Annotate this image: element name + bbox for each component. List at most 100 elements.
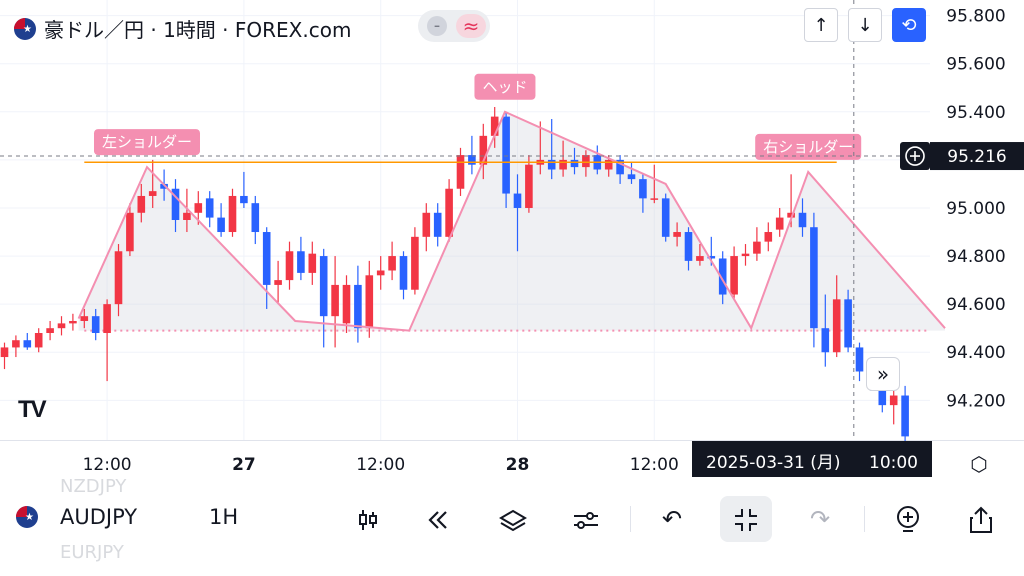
- candle-body: [171, 188, 180, 220]
- candle: [627, 162, 636, 184]
- candle-body: [262, 232, 271, 285]
- indicator-toggle[interactable]: - ≈: [418, 10, 490, 42]
- candle-body: [889, 395, 898, 406]
- candle: [183, 188, 191, 233]
- idea-icon[interactable]: [882, 496, 934, 542]
- candle: [262, 227, 271, 309]
- candle: [80, 308, 89, 329]
- layers-icon[interactable]: [487, 496, 539, 542]
- candle: [331, 256, 339, 348]
- candle: [342, 275, 351, 334]
- candle-body: [0, 347, 9, 358]
- pattern-label: ヘッド: [482, 78, 527, 96]
- candle-body: [148, 191, 157, 196]
- last-price-box: [930, 142, 1024, 171]
- candle: [308, 241, 317, 285]
- pattern-fill: [78, 111, 946, 331]
- candle-body: [57, 323, 66, 329]
- pattern-label: 右ショルダー: [763, 138, 853, 156]
- candle-body: [342, 284, 351, 324]
- candle-body: [399, 256, 408, 290]
- candle: [832, 275, 841, 358]
- candle: [696, 244, 704, 266]
- candle-body: [810, 227, 818, 329]
- candle: [297, 236, 305, 281]
- candle-body: [12, 340, 20, 348]
- candle: [616, 155, 624, 184]
- candle: [205, 191, 214, 228]
- candle-body: [126, 212, 134, 252]
- candle-body: [422, 212, 431, 237]
- candle: [639, 174, 647, 213]
- pattern-label-box: [94, 129, 200, 156]
- candle-body: [388, 256, 396, 271]
- settings-icon[interactable]: ⬡: [970, 452, 988, 476]
- candle: [821, 294, 830, 367]
- candle: [319, 248, 328, 348]
- candle-body: [194, 203, 203, 213]
- candle-style-icon[interactable]: [342, 496, 394, 542]
- candle-body: [525, 164, 533, 208]
- candle: [673, 222, 681, 247]
- candle: [422, 203, 431, 252]
- symbol-name[interactable]: AUDJPY: [60, 505, 138, 529]
- scroll-up-button[interactable]: ↑: [804, 8, 838, 42]
- candle: [137, 183, 146, 223]
- share-icon[interactable]: [955, 496, 1007, 542]
- time-tick-label: 12:00: [630, 455, 679, 475]
- sync-button[interactable]: ⟲: [892, 8, 926, 42]
- candle-body: [844, 299, 852, 348]
- indicators-icon[interactable]: [560, 496, 612, 542]
- candle-body: [160, 183, 168, 189]
- candle: [0, 342, 9, 370]
- candle: [525, 155, 533, 213]
- candle-body: [217, 217, 225, 233]
- candle-body: [718, 258, 727, 295]
- candle-body: [502, 116, 510, 194]
- candle: [433, 203, 442, 247]
- crosshair-time-label: 10:00: [869, 453, 918, 473]
- candle: [844, 289, 852, 353]
- candle: [217, 203, 225, 237]
- replay-icon[interactable]: [412, 496, 464, 542]
- candle-body: [285, 251, 294, 281]
- candle: [798, 198, 807, 237]
- candle: [468, 135, 476, 175]
- redo-icon[interactable]: ↷: [809, 505, 831, 533]
- pattern-line: [77, 110, 946, 332]
- candle-body: [319, 256, 328, 317]
- candle: [376, 256, 385, 290]
- candle-body: [513, 193, 522, 208]
- symbol-list-above: NZDJPY: [60, 476, 127, 497]
- price-tick-label: 95.600: [946, 55, 1005, 75]
- candle-body: [798, 212, 807, 228]
- candle: [855, 342, 864, 382]
- candle: [650, 164, 659, 204]
- minus-icon[interactable]: -: [427, 16, 447, 36]
- timeframe-label[interactable]: 1H: [209, 505, 239, 529]
- candle: [810, 212, 818, 348]
- candle-body: [137, 195, 146, 213]
- candle-body: [114, 251, 123, 305]
- candle: [718, 251, 727, 305]
- candle-body: [832, 299, 841, 353]
- candle-body: [764, 232, 773, 242]
- pattern-label-box: [755, 133, 862, 160]
- scroll-down-button[interactable]: ↓: [848, 8, 882, 42]
- add-alert-icon[interactable]: [900, 142, 930, 171]
- wave-icon[interactable]: ≈: [456, 14, 486, 38]
- candle-body: [205, 198, 214, 218]
- candle-body: [753, 241, 761, 254]
- compress-icon[interactable]: [720, 496, 772, 542]
- bottom-toolbar: NZDJPY AUDJPY 1H EURJPY ↶ ↷: [0, 476, 1024, 563]
- candle: [57, 316, 66, 336]
- undo-icon[interactable]: ↶: [661, 505, 683, 533]
- candle-body: [878, 381, 887, 406]
- candle-body: [627, 174, 636, 180]
- expand-icon[interactable]: »: [866, 357, 900, 391]
- candle-body: [46, 328, 54, 334]
- candle: [12, 335, 20, 358]
- candle-body: [274, 280, 282, 285]
- candle-body: [411, 236, 419, 290]
